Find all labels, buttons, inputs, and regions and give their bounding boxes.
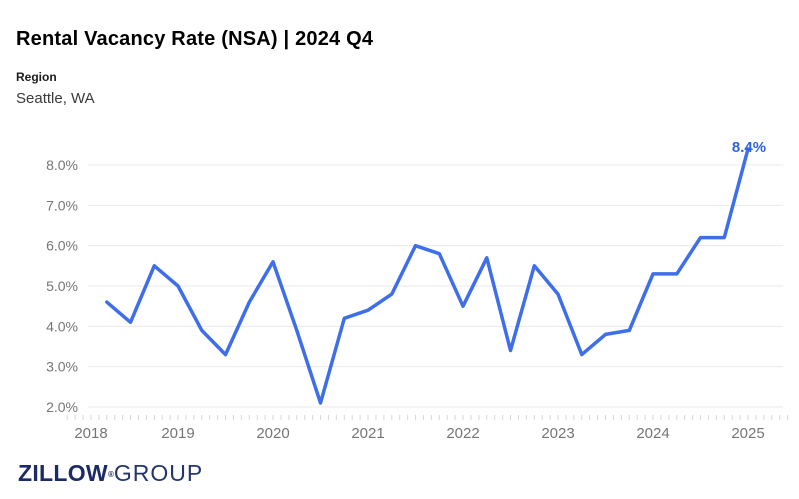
x-axis-tick-label: 2023 — [541, 425, 574, 442]
y-axis-tick-label: 3.0% — [46, 359, 78, 375]
y-axis-tick-label: 5.0% — [46, 278, 78, 294]
zillow-group-logo: ZILLOW ® GROUP — [18, 460, 203, 488]
region-filter-value[interactable]: Seattle, WA — [16, 90, 95, 107]
logo-registered-mark: ® — [107, 470, 114, 479]
x-axis-tick-label: 2022 — [446, 425, 479, 442]
x-axis-tick-label: 2025 — [731, 425, 764, 442]
x-axis-tick-label: 2020 — [256, 425, 289, 442]
x-axis-tick-label: 2018 — [74, 425, 107, 442]
y-axis-tick-label: 2.0% — [46, 399, 78, 415]
y-axis-tick-label: 4.0% — [46, 318, 78, 334]
vacancy-rate-series-line[interactable] — [105, 147, 750, 405]
x-axis-tick-label: 2024 — [636, 425, 669, 442]
logo-group-text: GROUP — [113, 460, 204, 486]
x-axis-tick-label: 2019 — [161, 425, 194, 442]
y-axis-tick-label: 8.0% — [46, 157, 78, 173]
latest-value-label: 8.4% — [732, 139, 766, 156]
y-axis-tick-label: 7.0% — [46, 197, 78, 213]
page-title: Rental Vacancy Rate (NSA) | 2024 Q4 — [16, 28, 374, 50]
x-axis-tick-label: 2021 — [351, 425, 384, 442]
logo-zillow-text: ZILLOW — [18, 460, 108, 486]
region-filter-label: Region — [16, 70, 57, 84]
y-axis-tick-label: 6.0% — [46, 238, 78, 254]
